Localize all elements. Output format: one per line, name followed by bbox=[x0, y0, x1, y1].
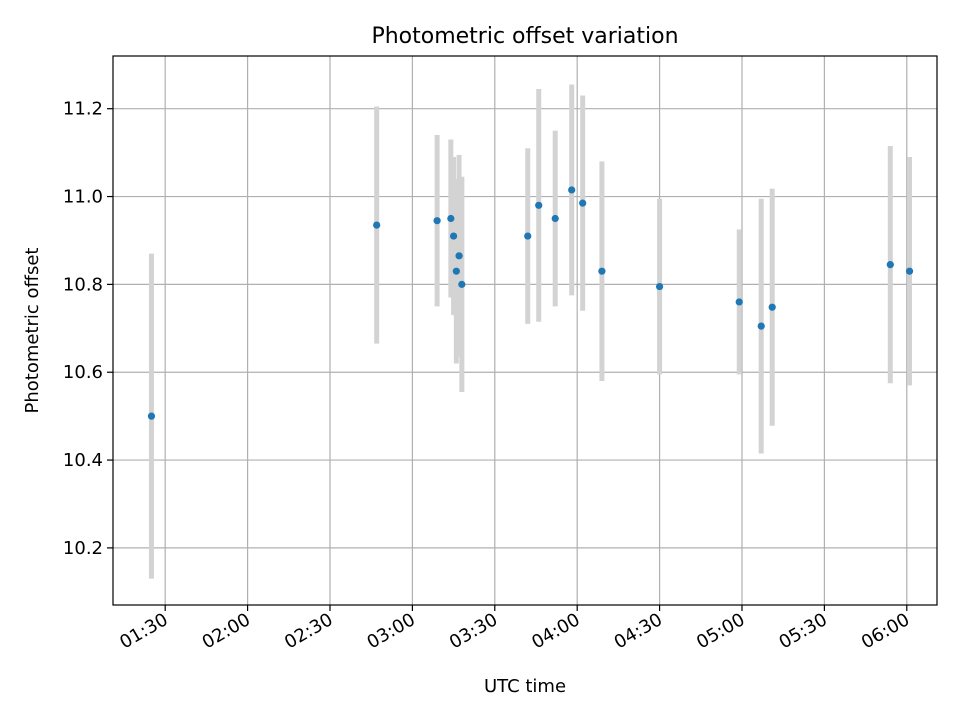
data-point bbox=[524, 232, 532, 240]
data-point bbox=[579, 199, 587, 207]
x-axis-label: UTC time bbox=[484, 676, 566, 697]
data-point bbox=[373, 221, 381, 229]
data-point bbox=[655, 282, 664, 291]
data-point bbox=[452, 267, 460, 275]
ticks: 01:30 02:00 02:30 03:00 03:30 04:00 04:30 05:00… bbox=[63, 99, 913, 654]
y-tick-label: 11.0 bbox=[63, 187, 103, 208]
chart-title: Photometric offset variation bbox=[371, 24, 678, 49]
data-point bbox=[768, 303, 776, 311]
data-point bbox=[886, 261, 894, 269]
x-tick-label: 03:30 bbox=[446, 609, 501, 653]
y-tick-label: 11.2 bbox=[63, 99, 103, 120]
data-point bbox=[458, 280, 466, 288]
x-tick-label: 05:00 bbox=[693, 609, 748, 653]
data-point bbox=[433, 217, 441, 225]
data-point bbox=[598, 267, 606, 275]
y-tick-label: 10.6 bbox=[63, 362, 103, 383]
data-point bbox=[757, 322, 765, 330]
x-tick-label: 02:30 bbox=[281, 609, 336, 653]
y-tick-label: 10.4 bbox=[63, 450, 103, 471]
x-tick-label: 02:00 bbox=[199, 609, 254, 653]
y-axis-label: Photometric offset bbox=[22, 248, 43, 414]
plot-frame bbox=[112, 55, 938, 606]
data-point bbox=[455, 252, 463, 260]
x-tick-label: 06:00 bbox=[858, 609, 913, 653]
data-point bbox=[535, 201, 543, 209]
grid bbox=[113, 56, 937, 605]
data-point bbox=[905, 267, 914, 275]
data-point bbox=[568, 186, 576, 194]
data-point bbox=[147, 412, 156, 420]
error-bars bbox=[148, 84, 913, 579]
data-point bbox=[551, 214, 559, 223]
x-tick-label: 04:00 bbox=[528, 609, 583, 653]
data-point bbox=[447, 214, 455, 223]
x-tick-label: 01:30 bbox=[116, 609, 171, 653]
x-tick-label: 03:00 bbox=[363, 609, 418, 653]
y-tick-label: 10.8 bbox=[63, 274, 103, 295]
x-tick-label: 05:30 bbox=[775, 609, 830, 653]
data-point bbox=[449, 232, 458, 240]
y-tick-label: 10.2 bbox=[63, 538, 103, 559]
data-point bbox=[735, 298, 743, 306]
data-points bbox=[147, 186, 914, 420]
x-tick-label: 04:30 bbox=[611, 609, 666, 653]
